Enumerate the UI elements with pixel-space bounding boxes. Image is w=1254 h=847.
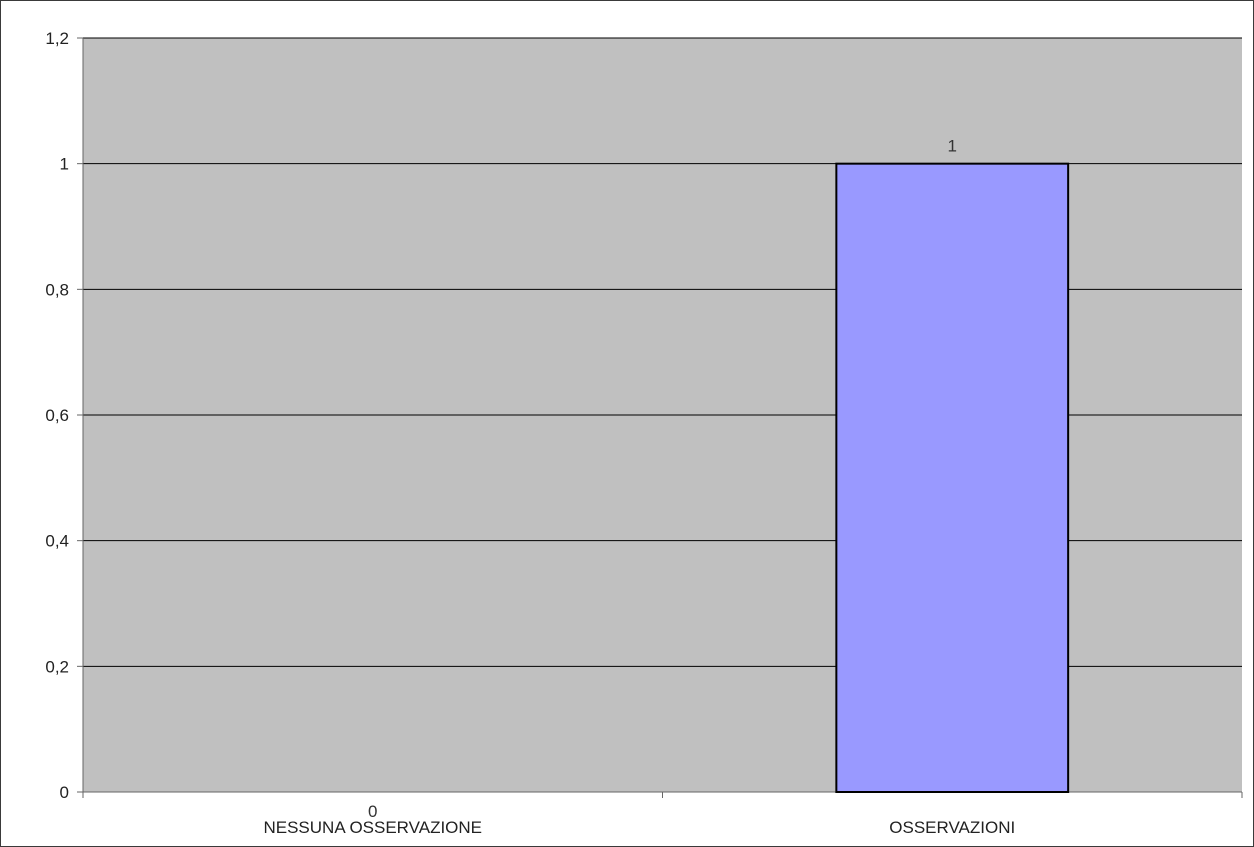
x-tick-label: OSSERVAZIONI xyxy=(889,818,1015,837)
y-tick-label: 1,2 xyxy=(45,29,69,48)
y-tick-label: 1 xyxy=(60,155,69,174)
bars xyxy=(835,162,1070,793)
data-label: 1 xyxy=(948,137,957,156)
y-tick-label: 0 xyxy=(60,783,69,802)
x-tick-label: NESSUNA OSSERVAZIONE xyxy=(263,818,482,837)
data-label: 0 xyxy=(368,802,377,821)
y-tick-label: 0,2 xyxy=(45,657,69,676)
y-tick-label: 0,8 xyxy=(45,280,69,299)
y-tick-label: 0,6 xyxy=(45,406,69,425)
bar xyxy=(835,162,1070,793)
y-tick-label: 0,4 xyxy=(45,532,69,551)
